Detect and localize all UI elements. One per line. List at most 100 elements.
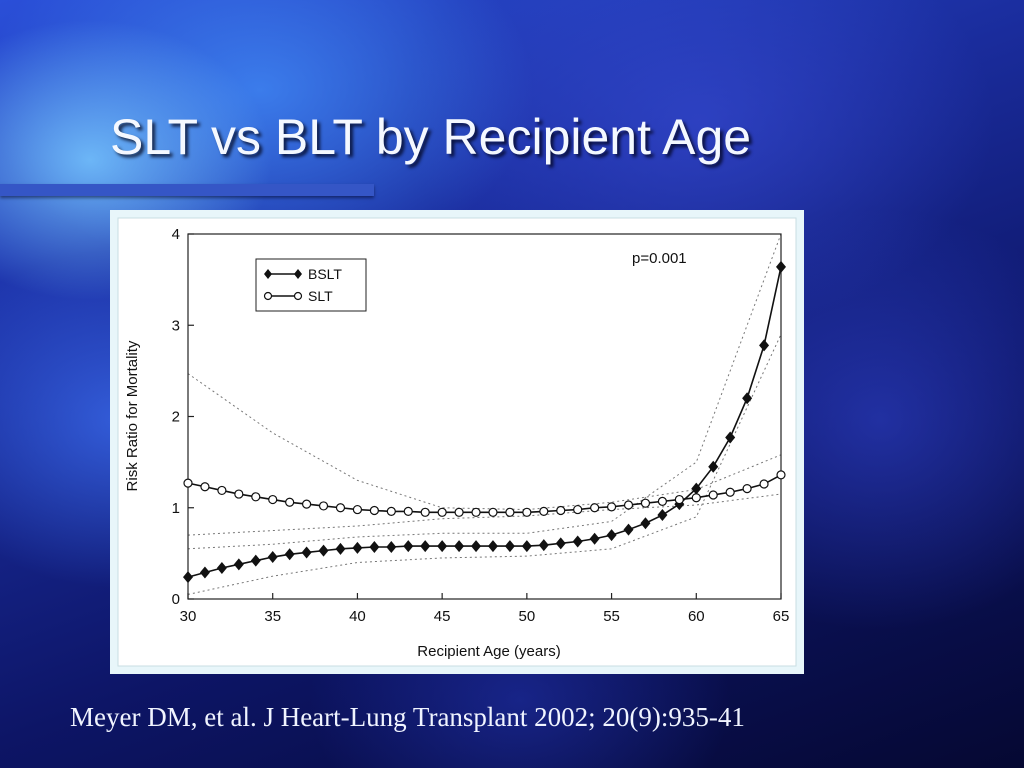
- bslt-data-point: [555, 537, 566, 550]
- slt-data-point: [268, 494, 278, 505]
- slt-data-point: [742, 483, 752, 494]
- bslt-data-point: [572, 535, 583, 548]
- slt-data-point: [420, 507, 430, 517]
- legend-bslt-label: BSLT: [308, 266, 342, 282]
- y-tick-label: 0: [172, 591, 180, 608]
- slt-data-point: [403, 506, 413, 516]
- slt-data-point: [437, 507, 447, 517]
- risk-ratio-chart: 30 35 40 45 50 55 60 65 0 1 2 3 4 Risk Ratio for Mor…: [117, 217, 797, 667]
- confidence-band-bslt-lower: [187, 334, 782, 595]
- bslt-data-point: [216, 561, 227, 574]
- bslt-data-point: [657, 509, 668, 522]
- y-tick-label: 3: [172, 317, 180, 334]
- x-tick-label: 35: [264, 608, 281, 625]
- bslt-data-point: [471, 540, 482, 553]
- bslt-data-point: [776, 260, 786, 273]
- slt-data-point: [285, 497, 295, 507]
- bslt-data-point: [589, 532, 600, 545]
- bslt-data-point: [403, 540, 414, 553]
- legend-bslt-marker: [264, 269, 272, 279]
- slt-data-point: [725, 487, 735, 497]
- bslt-data-point: [183, 571, 193, 584]
- series-markers: [183, 260, 786, 584]
- slt-data-point: [522, 507, 532, 517]
- slt-data-point: [251, 492, 261, 502]
- chart-inner-panel: [117, 217, 797, 667]
- slt-data-point: [556, 505, 566, 516]
- bslt-data-point: [318, 544, 329, 557]
- bslt-data-point: [437, 540, 448, 553]
- bslt-data-point: [454, 540, 465, 553]
- legend-bslt-marker: [294, 269, 302, 279]
- slt-data-point: [335, 503, 346, 513]
- slt-data-point: [352, 504, 363, 515]
- bslt-data-point: [369, 540, 380, 553]
- citation-text: Meyer DM, et al. J Heart-Lung Transplant…: [70, 702, 745, 732]
- slt-data-point: [623, 500, 634, 510]
- y-tick-label: 1: [172, 500, 180, 517]
- bslt-data-point: [386, 540, 397, 553]
- bslt-data-point: [284, 548, 295, 561]
- slt-data-point: [759, 479, 769, 489]
- bslt-data-point: [538, 539, 549, 552]
- x-tick-label: 55: [603, 608, 620, 625]
- bslt-data-point: [335, 542, 346, 555]
- chart-axes: 30 35 40 45 50 55 60 65 0 1 2 3 4: [172, 226, 790, 625]
- slt-data-point: [217, 485, 227, 496]
- bslt-data-point: [199, 566, 210, 579]
- chart-frame: 30 35 40 45 50 55 60 65 0 1 2 3 4 Risk Ratio for Mor…: [110, 210, 804, 674]
- p-value-annotation: p=0.001: [632, 250, 687, 267]
- slt-data-point: [302, 499, 312, 509]
- legend-slt-marker: [263, 291, 273, 301]
- y-tick-label: 4: [172, 226, 180, 243]
- slt-data-point: [657, 496, 668, 506]
- bslt-data-point: [267, 551, 278, 564]
- legend-slt-marker: [293, 291, 303, 301]
- slt-data-point: [539, 506, 549, 516]
- slt-data-point: [183, 478, 193, 488]
- bslt-data-point: [742, 392, 753, 405]
- slt-data-point: [606, 502, 617, 512]
- slt-data-point: [640, 498, 651, 508]
- bslt-data-point: [487, 540, 498, 553]
- confidence-band-slt-upper: [187, 373, 782, 511]
- x-tick-label: 50: [519, 608, 536, 625]
- bslt-data-point: [301, 546, 312, 559]
- slt-data-point: [386, 506, 396, 516]
- bslt-data-point: [708, 460, 719, 473]
- x-tick-label: 65: [773, 608, 790, 625]
- bslt-data-point: [352, 541, 363, 554]
- bslt-data-point: [606, 529, 617, 542]
- y-axis-label: Risk Ratio for Mortality: [124, 340, 141, 491]
- chart-legend: BSLT SLT: [255, 258, 367, 312]
- legend-box: [255, 258, 367, 312]
- slt-data-point: [776, 470, 786, 480]
- confidence-band-bslt-upper: [187, 233, 782, 550]
- bslt-data-point: [759, 339, 770, 352]
- bslt-data-point: [233, 558, 244, 571]
- slide-title: SLT vs BLT by Recipient Age: [110, 109, 752, 165]
- y-tick-label: 2: [172, 409, 180, 426]
- bslt-data-point: [691, 482, 702, 495]
- bslt-data-point: [725, 431, 736, 444]
- slt-data-point: [200, 482, 210, 492]
- bslt-data-point: [521, 540, 532, 553]
- bslt-data-point: [250, 554, 261, 567]
- slt-data-point: [573, 504, 583, 515]
- slt-data-point: [505, 507, 515, 517]
- bslt-data-point: [623, 523, 634, 536]
- legend-slt-label: SLT: [308, 288, 333, 304]
- x-tick-label: 40: [349, 608, 366, 625]
- bslt-data-point: [504, 540, 515, 553]
- title-underline-bar: [0, 184, 374, 196]
- x-axis-label: Recipient Age (years): [417, 643, 560, 660]
- x-tick-label: 30: [180, 608, 197, 625]
- slt-data-point: [590, 503, 600, 513]
- bslt-data-point: [640, 517, 651, 530]
- slt-data-point: [454, 507, 464, 517]
- slt-data-point: [674, 494, 684, 505]
- bslt-data-point: [420, 540, 431, 553]
- slt-data-point: [708, 490, 718, 500]
- x-tick-label: 60: [688, 608, 705, 625]
- x-tick-label: 45: [434, 608, 451, 625]
